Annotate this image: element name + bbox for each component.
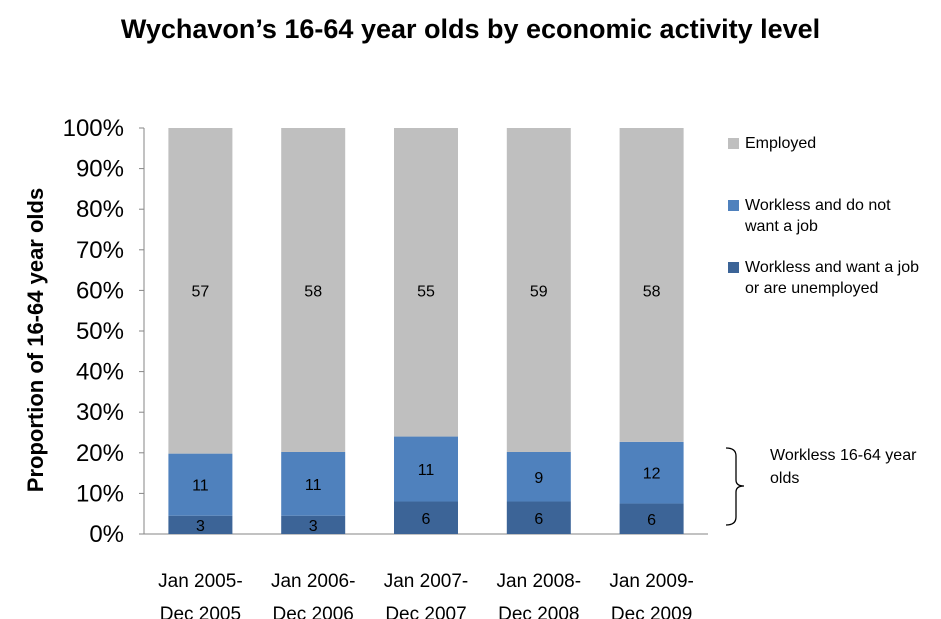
bar-segment (168, 515, 233, 534)
y-tick-label: 80% (76, 196, 124, 223)
bar-segment (506, 501, 571, 534)
bar-segment (394, 128, 458, 437)
bar-segment (619, 503, 684, 534)
data-label: 57 (192, 283, 210, 300)
data-label: 11 (305, 477, 322, 494)
y-tick-label: 70% (76, 237, 124, 264)
y-tick-label: 50% (76, 318, 124, 345)
x-tick-label: Jan 2009-Dec 2009 (609, 571, 694, 619)
bar-segment (281, 128, 346, 452)
legend-item-workless-not-want-job: Workless and do not want a job (728, 195, 925, 237)
data-label: 12 (643, 466, 661, 483)
chart-title: Wychavon’s 16-64 year olds by economic a… (120, 14, 821, 44)
legend-swatch-workless-not-want-job (728, 200, 739, 211)
data-label: 3 (196, 518, 205, 535)
data-label: 55 (417, 283, 435, 300)
data-label: 58 (643, 283, 661, 300)
legend-item-workless-want-job: Workless and want a job or are unemploye… (728, 257, 930, 299)
workless-bracket (725, 447, 745, 526)
data-label: 6 (534, 511, 543, 528)
bar-segment (281, 515, 346, 534)
legend-swatch-employed (728, 138, 739, 149)
bar-segment (168, 453, 233, 516)
legend-label-workless-want-job: Workless and want a job or are unemploye… (745, 259, 920, 297)
workless-bracket-label: Workless 16-64 year olds (770, 447, 917, 487)
bar-segment (506, 128, 571, 452)
data-label: 3 (309, 518, 318, 535)
y-tick-label: 90% (76, 156, 124, 183)
y-tick-label: 40% (76, 359, 124, 386)
x-tick-label: Jan 2008-Dec 2008 (497, 571, 582, 619)
data-label: 6 (422, 511, 431, 528)
data-label: 9 (534, 470, 543, 487)
data-label: 58 (304, 283, 322, 300)
y-tick-label: 60% (76, 277, 124, 304)
y-tick-label: 0% (89, 521, 124, 548)
data-label: 59 (530, 283, 548, 300)
legend-item-employed: Employed (728, 133, 941, 154)
legend-swatch-workless-want-job (728, 262, 739, 273)
y-tick-label: 10% (76, 480, 124, 507)
bar-segment (281, 451, 346, 516)
data-label: 11 (418, 462, 435, 479)
legend-label-employed: Employed (745, 135, 817, 152)
x-tick-label: Jan 2007-Dec 2007 (384, 571, 469, 619)
bar-segment (394, 501, 458, 534)
y-tick-label: 100% (63, 115, 124, 142)
x-tick-label: Jan 2006-Dec 2006 (271, 571, 356, 619)
bar-segment (506, 451, 571, 502)
x-tick-label: Jan 2005-Dec 2005 (158, 571, 243, 619)
bar-segment (619, 441, 684, 504)
legend-label-workless-not-want-job: Workless and do not want a job (745, 197, 891, 235)
data-label: 6 (647, 512, 656, 529)
bar-segment (619, 128, 684, 442)
y-tick-label: 30% (76, 399, 124, 426)
bar-segment (168, 128, 233, 454)
bar-segment (394, 436, 458, 502)
data-label: 11 (192, 478, 209, 495)
y-tick-label: 20% (76, 440, 124, 467)
